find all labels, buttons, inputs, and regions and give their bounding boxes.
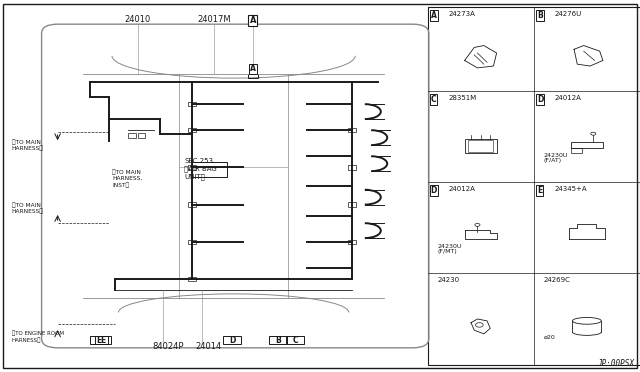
Bar <box>286 336 304 344</box>
Text: 24230: 24230 <box>437 277 460 283</box>
Text: E: E <box>537 186 542 195</box>
Bar <box>348 128 356 132</box>
Text: B: B <box>537 11 543 20</box>
Text: C: C <box>292 336 298 344</box>
Text: 24010: 24010 <box>124 15 151 24</box>
Bar <box>248 74 258 78</box>
Bar <box>348 202 356 207</box>
Text: SEC.253
〈AIR BAG
UNIT〉: SEC.253 〈AIR BAG UNIT〉 <box>184 158 217 180</box>
Bar <box>571 148 582 153</box>
Bar <box>188 165 196 170</box>
Bar <box>571 142 603 148</box>
Text: 28351M: 28351M <box>449 95 477 101</box>
Bar <box>188 102 196 106</box>
Text: E: E <box>97 336 102 344</box>
Text: 24230U
(F/MT): 24230U (F/MT) <box>437 244 461 254</box>
Text: 24269C: 24269C <box>543 277 570 283</box>
Text: JP·00PSX: JP·00PSX <box>596 359 634 368</box>
Text: B: B <box>276 336 281 344</box>
Text: E: E <box>100 336 106 344</box>
Text: 84024P: 84024P <box>152 342 184 351</box>
Bar <box>348 165 356 170</box>
Text: A: A <box>250 64 256 73</box>
Bar <box>223 336 241 344</box>
Bar <box>138 133 145 138</box>
Bar <box>188 240 196 244</box>
Text: 〈TO MAIN
HARNESS,
INST〉: 〈TO MAIN HARNESS, INST〉 <box>112 170 142 187</box>
Text: ø20: ø20 <box>543 335 555 340</box>
Text: D: D <box>229 336 236 344</box>
Bar <box>95 336 111 344</box>
Bar <box>348 240 356 244</box>
Text: 〈TO MAIN
HARNESS〉: 〈TO MAIN HARNESS〉 <box>12 202 44 214</box>
Text: A: A <box>431 11 436 20</box>
Text: 24012A: 24012A <box>449 186 476 192</box>
Text: 24230U
(F/AT): 24230U (F/AT) <box>543 153 568 163</box>
Text: D: D <box>431 186 437 195</box>
Text: 24017M: 24017M <box>198 15 231 24</box>
Bar <box>128 133 136 138</box>
Text: C: C <box>431 95 436 104</box>
Bar <box>188 202 196 207</box>
Bar <box>90 336 108 344</box>
Bar <box>269 336 287 344</box>
Bar <box>188 277 196 281</box>
Text: 〈TO MAIN
HARNESS〉: 〈TO MAIN HARNESS〉 <box>12 139 44 151</box>
Text: D: D <box>537 95 543 104</box>
Text: 24276U: 24276U <box>555 11 582 17</box>
Bar <box>192 162 227 177</box>
Text: A: A <box>250 16 256 25</box>
Bar <box>188 128 196 132</box>
Text: 24273A: 24273A <box>449 11 476 17</box>
Text: 〈TO ENGINE ROOM
HARNESS〉: 〈TO ENGINE ROOM HARNESS〉 <box>12 331 63 343</box>
Bar <box>428 7 640 365</box>
Bar <box>465 138 497 153</box>
Text: 24014: 24014 <box>195 342 221 351</box>
Text: 24345+A: 24345+A <box>555 186 588 192</box>
Text: 24012A: 24012A <box>555 95 582 101</box>
Bar <box>468 140 493 152</box>
